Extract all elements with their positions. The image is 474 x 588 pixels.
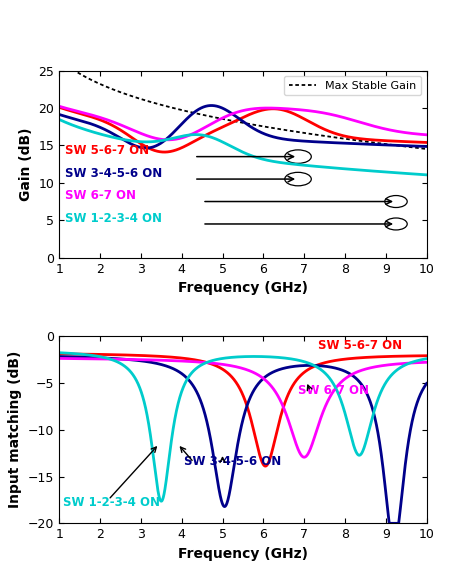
Text: SW 6-7 ON: SW 6-7 ON (298, 384, 369, 397)
Max Stable Gain (235, 118, 241, 125)
X-axis label: Frequency (GHz): Frequency (GHz) (178, 281, 308, 295)
Text: SW 1-2-3-4 ON: SW 1-2-3-4 ON (65, 212, 163, 225)
Line: Max Stable Gain: Max Stable Gain (59, 71, 427, 149)
Y-axis label: Gain (dB): Gain (dB) (19, 128, 33, 201)
Text: SW 3-4-5-6 ON: SW 3-4-5-6 ON (65, 167, 163, 180)
Legend: Max Stable Gain: Max Stable Gain (284, 76, 421, 95)
Max Stable Gain (225, 116, 231, 123)
Max Stable Gain (413, 144, 419, 151)
Max Stable Gain (424, 145, 429, 152)
Max Stable Gain (75, 69, 81, 76)
Text: SW 1-2-3-4 ON: SW 1-2-3-4 ON (64, 496, 160, 509)
Max Stable Gain (56, 67, 62, 74)
Text: SW 6-7 ON: SW 6-7 ON (65, 189, 137, 202)
Text: SW 3-4-5-6 ON: SW 3-4-5-6 ON (184, 455, 281, 468)
X-axis label: Frequency (GHz): Frequency (GHz) (178, 547, 308, 561)
Max Stable Gain (346, 136, 351, 143)
Text: SW 5-6-7 ON: SW 5-6-7 ON (319, 339, 402, 352)
Max Stable Gain (413, 144, 419, 151)
Text: SW 5-6-7 ON: SW 5-6-7 ON (65, 145, 149, 158)
Y-axis label: Input matching (dB): Input matching (dB) (9, 351, 22, 509)
